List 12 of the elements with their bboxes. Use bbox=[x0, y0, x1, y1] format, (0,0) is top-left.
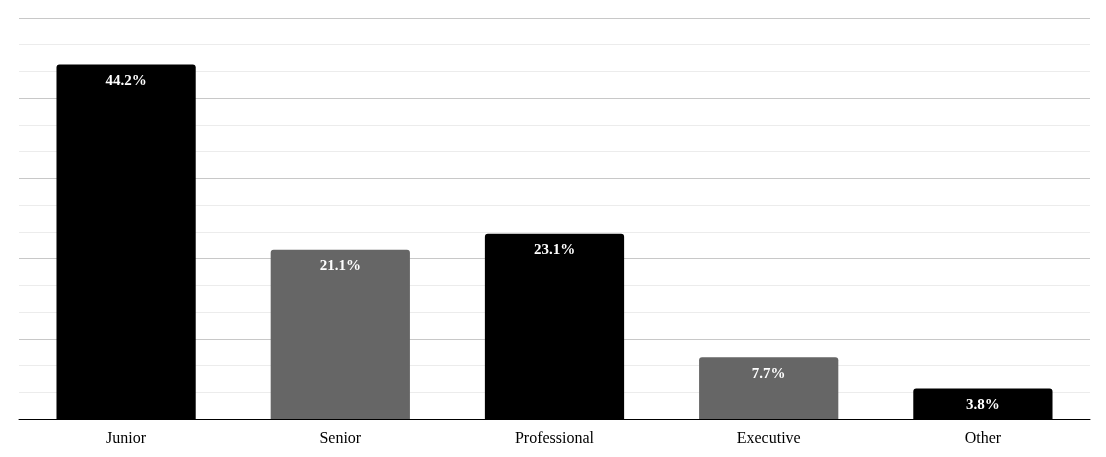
x-tick-label: Junior bbox=[106, 428, 147, 446]
data-label: 7.7% bbox=[751, 364, 786, 381]
x-tick-label: Other bbox=[964, 428, 1002, 446]
x-tick-label: Professional bbox=[514, 428, 595, 446]
bar bbox=[270, 249, 410, 419]
x-tick-label: Executive bbox=[736, 428, 801, 446]
data-label: 3.8% bbox=[966, 396, 1000, 413]
data-label: 21.1% bbox=[319, 257, 361, 274]
bar bbox=[699, 357, 839, 419]
x-tick-label: Senior bbox=[319, 428, 362, 446]
data-label: 23.1% bbox=[533, 241, 576, 258]
data-label: 44.2% bbox=[105, 72, 147, 89]
